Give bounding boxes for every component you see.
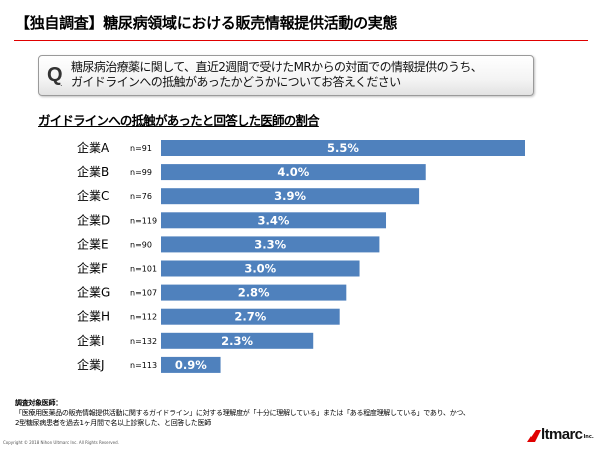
sample-size-label: n=112 (130, 313, 157, 322)
bar (161, 284, 347, 301)
bar (161, 140, 525, 156)
bar (161, 356, 221, 373)
copyright-text: Copyright © 2018 Nihon Ultmarc Inc. All … (3, 440, 119, 445)
value-label: 2.3% (221, 334, 253, 348)
footnote-line-1: 「医療用医薬品の販売情報提供活動に関するガイドライン」に対する理解度が「十分に理… (15, 409, 470, 417)
logo-mark-icon (527, 430, 541, 442)
question-line-1: 糖尿病治療薬に関して、直近2週間で受けたMRからの対面での情報提供のうち、 (71, 60, 483, 74)
footnote-heading: 調査対象医師： (15, 399, 62, 407)
sample-size-label: n=119 (130, 216, 157, 225)
value-label: 4.0% (277, 165, 309, 179)
sample-size-label: n=101 (130, 265, 157, 274)
question-line-2: ガイドラインへの抵触があったかどうかについてお答えください (71, 75, 401, 89)
category-label: 企業J (77, 357, 105, 372)
value-label: 3.3% (254, 237, 286, 251)
bar (161, 236, 380, 253)
category-label: 企業C (77, 188, 109, 203)
value-label: 2.8% (238, 286, 270, 300)
sample-size-label: n=132 (130, 337, 157, 346)
category-label: 企業A (77, 140, 110, 155)
logo-suffix: Inc. (583, 434, 594, 440)
bar (161, 164, 426, 181)
value-label: 5.5% (327, 141, 359, 155)
sample-size-label: n=91 (130, 144, 152, 153)
footnote: 調査対象医師： 「医療用医薬品の販売情報提供活動に関するガイドライン」に対する理… (15, 398, 470, 428)
sample-size-label: n=76 (130, 192, 152, 201)
value-label: 0.9% (175, 358, 207, 372)
title-divider (14, 40, 588, 41)
footnote-line-2: 2型糖尿病患者を過去1ヶ月間で名以上診察した、と回答した医師 (15, 419, 211, 427)
category-label: 企業G (77, 285, 110, 300)
value-label: 3.0% (244, 262, 276, 276)
company-logo: ltmarc Inc. (527, 426, 594, 442)
category-label: 企業H (77, 309, 110, 324)
value-label: 3.4% (258, 213, 290, 227)
bar (161, 308, 340, 325)
value-label: 3.9% (274, 189, 306, 203)
question-box: Q . 糖尿病治療薬に関して、直近2週間で受けたMRからの対面での情報提供のうち… (38, 55, 534, 96)
category-label: 企業F (77, 261, 108, 276)
logo-text: ltmarc (541, 426, 583, 443)
question-text: 糖尿病治療薬に関して、直近2週間で受けたMRからの対面での情報提供のうち、 ガイ… (71, 60, 483, 90)
sample-size-label: n=99 (130, 168, 152, 177)
question-mark-icon: Q (47, 64, 63, 86)
sample-size-label: n=90 (130, 240, 152, 249)
bar (161, 188, 420, 205)
category-label: 企業E (77, 236, 109, 251)
sample-size-label: n=107 (130, 289, 157, 298)
category-label: 企業D (77, 212, 110, 227)
bar (161, 212, 387, 229)
page-title: 【独自調査】糖尿病領域における販売情報提供活動の実態 (15, 14, 398, 32)
bar (161, 332, 314, 349)
sample-size-label: n=113 (130, 361, 157, 370)
value-label: 2.7% (234, 310, 266, 324)
category-label: 企業B (77, 164, 109, 179)
question-mark-dot: . (60, 79, 63, 88)
bar (161, 260, 360, 277)
chart-title: ガイドラインへの抵触があったと回答した医師の割合 (38, 113, 320, 128)
category-label: 企業I (77, 333, 105, 348)
